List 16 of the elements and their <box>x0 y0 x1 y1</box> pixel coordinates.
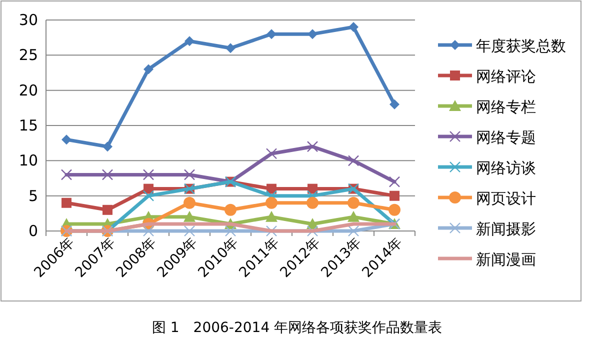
y-tick-label: 25 <box>18 46 38 64</box>
legend-label: 网络专题 <box>476 128 536 146</box>
legend-label: 网络专栏 <box>476 98 536 116</box>
y-tick-label: 20 <box>18 81 38 100</box>
caption: 图 1 2006-2014 年网络各项获奖作品数量表 <box>152 320 442 336</box>
legend-label: 网络访谈 <box>476 159 536 177</box>
y-tick-label: 10 <box>18 152 38 170</box>
legend-label: 新闻漫画 <box>476 250 536 268</box>
legend-label: 年度获奖总数 <box>476 37 566 55</box>
legend-label: 网络评论 <box>476 68 536 86</box>
y-tick-label: 5 <box>28 186 38 205</box>
y-tick-label: 15 <box>18 116 38 134</box>
y-tick-label: 0 <box>28 222 38 240</box>
legend-label: 新闻摄影 <box>476 220 536 238</box>
legend-label: 网页设计 <box>476 190 536 208</box>
y-tick-label: 30 <box>18 11 38 29</box>
